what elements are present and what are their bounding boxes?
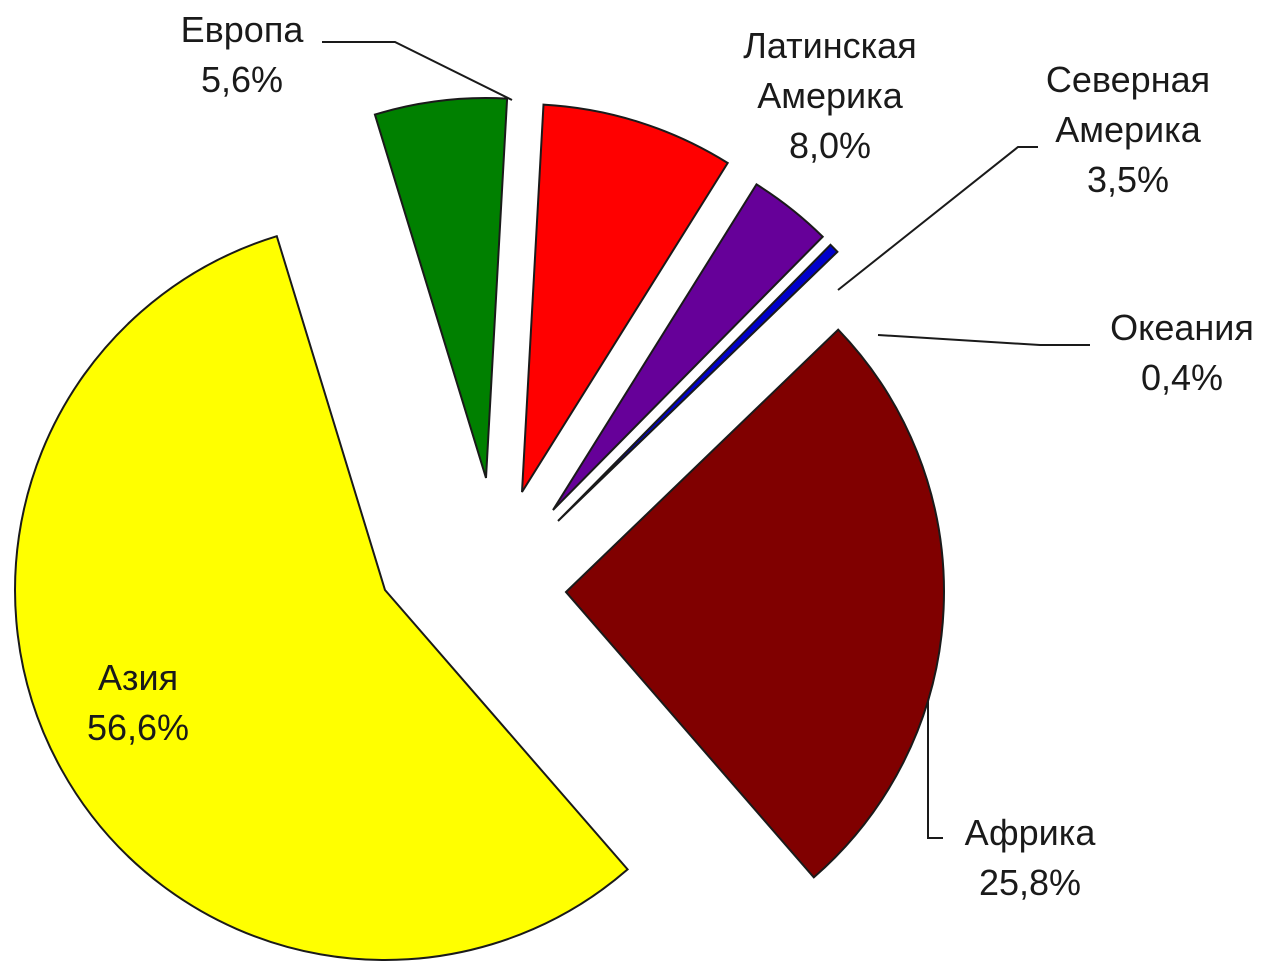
label-latin-america-name-line1: Латинская: [743, 25, 916, 66]
leader-lines: [322, 41, 1090, 839]
label-latin-america-value: 8,0%: [789, 125, 871, 166]
label-asia-value: 56,6%: [87, 707, 189, 748]
label-oceania-name: Океания: [1110, 307, 1254, 348]
label-north-america-value: 3,5%: [1087, 159, 1169, 200]
leader-line-europe: [322, 41, 513, 101]
label-europe-name: Европа: [181, 9, 305, 50]
label-oceania-value: 0,4%: [1141, 357, 1223, 398]
pie-slice-north-america: [552, 183, 825, 511]
pie-slices: [14, 97, 945, 961]
label-asia-name: Азия: [98, 657, 178, 698]
slice-labels: Европа 5,6% Латинская Америка 8,0% Север…: [87, 9, 1254, 903]
label-africa-value: 25,8%: [979, 862, 1081, 903]
label-north-america-name-line2: Америка: [1055, 109, 1201, 150]
label-latin-america-name-line2: Америка: [757, 75, 903, 116]
pie-slice-asia: [14, 234, 630, 961]
pie-slice-oceania: [557, 243, 839, 522]
leader-line-north-america: [837, 146, 1038, 291]
pie-slice-europe: [373, 97, 509, 479]
leader-line-oceania: [877, 334, 1090, 346]
label-africa-name: Африка: [965, 812, 1097, 853]
label-europe-value: 5,6%: [201, 59, 283, 100]
label-north-america-name-line1: Северная: [1046, 59, 1210, 100]
pie-slice-latin-america: [521, 103, 730, 493]
leader-line-africa: [927, 700, 943, 839]
pie-slice-africa: [564, 328, 945, 879]
